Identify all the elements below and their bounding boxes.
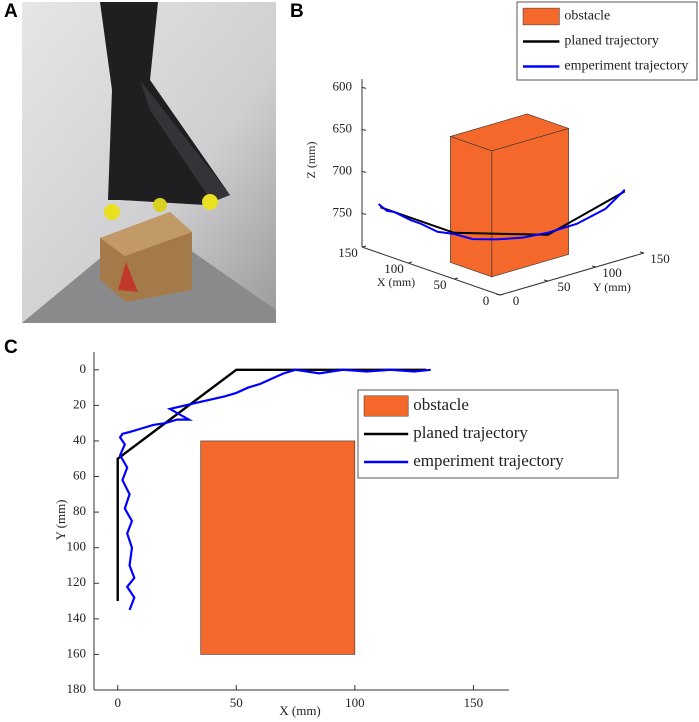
y-tick-label: 100	[602, 265, 622, 280]
y-tick-label: 150	[650, 251, 670, 266]
y-tick-label: 180	[67, 681, 87, 696]
y-tick-label: 100	[67, 539, 87, 554]
y-tick	[591, 265, 597, 268]
x-tick-label: 100	[384, 261, 404, 276]
y-tick-label: 160	[67, 645, 87, 660]
obstacle-face	[491, 127, 569, 278]
y-tick-label: 140	[67, 610, 87, 625]
y-tick	[495, 293, 501, 296]
x-axis-label: X (mm)	[279, 703, 321, 718]
obstacle-face	[450, 135, 493, 278]
trajectory	[377, 189, 626, 241]
trajectory	[380, 190, 626, 236]
y-tick-label: 120	[67, 574, 87, 589]
x-tick-label: 150	[464, 695, 484, 710]
trajectory	[118, 368, 431, 611]
x-tick-label: 50	[230, 695, 243, 710]
trajectory	[116, 368, 426, 602]
legend-label: obstacle	[564, 9, 610, 24]
legend-label: planed trajectory	[413, 423, 528, 442]
panel-label: C	[4, 337, 18, 358]
legend-label: emperiment trajectory	[413, 451, 564, 470]
x-tick-label: 0	[114, 695, 121, 710]
y-tick	[543, 279, 549, 282]
y-tick-label: 40	[73, 432, 86, 447]
z-axis-label: Z (mm)	[304, 142, 318, 179]
x-tick	[453, 277, 459, 280]
legend-swatch	[522, 7, 560, 26]
x-tick	[361, 245, 367, 248]
x-tick-label: 0	[483, 293, 490, 308]
legend-swatch	[363, 395, 409, 417]
x-tick	[407, 261, 413, 264]
z-tick-label: 650	[333, 120, 353, 135]
x-tick-label: 100	[345, 695, 365, 710]
y-tick-label: 50	[558, 279, 571, 294]
photo	[22, 2, 276, 323]
x-axis-label: X (mm)	[377, 275, 415, 289]
z-tick-label: 750	[333, 204, 353, 219]
axis-line	[499, 252, 645, 296]
y-axis-label: Y (mm)	[593, 280, 631, 294]
legend-label: obstacle	[413, 395, 469, 414]
y-tick-label: 0	[513, 293, 520, 308]
z-tick	[361, 170, 367, 173]
z-tick	[361, 128, 367, 131]
y-tick-label: 60	[73, 468, 86, 483]
y-tick	[639, 251, 645, 254]
z-tick	[361, 86, 367, 89]
z-tick-label: 700	[333, 162, 353, 177]
panel-label: B	[290, 1, 304, 22]
y-axis-label: Y (mm)	[53, 499, 68, 540]
panel-label: A	[4, 1, 18, 22]
x-tick-label: 150	[338, 245, 358, 260]
z-tick	[361, 212, 367, 215]
z-tick-label: 600	[333, 78, 353, 93]
axis-line	[361, 246, 501, 296]
y-tick-label: 20	[73, 396, 86, 411]
obstacle-face	[449, 113, 570, 152]
legend-label: emperiment trajectory	[564, 59, 688, 74]
y-tick-label: 0	[80, 361, 87, 376]
x-tick	[499, 293, 505, 296]
obstacle	[200, 440, 356, 655]
x-tick-label: 50	[434, 277, 447, 292]
y-tick-label: 80	[73, 503, 86, 518]
legend-label: planed trajectory	[564, 34, 658, 49]
